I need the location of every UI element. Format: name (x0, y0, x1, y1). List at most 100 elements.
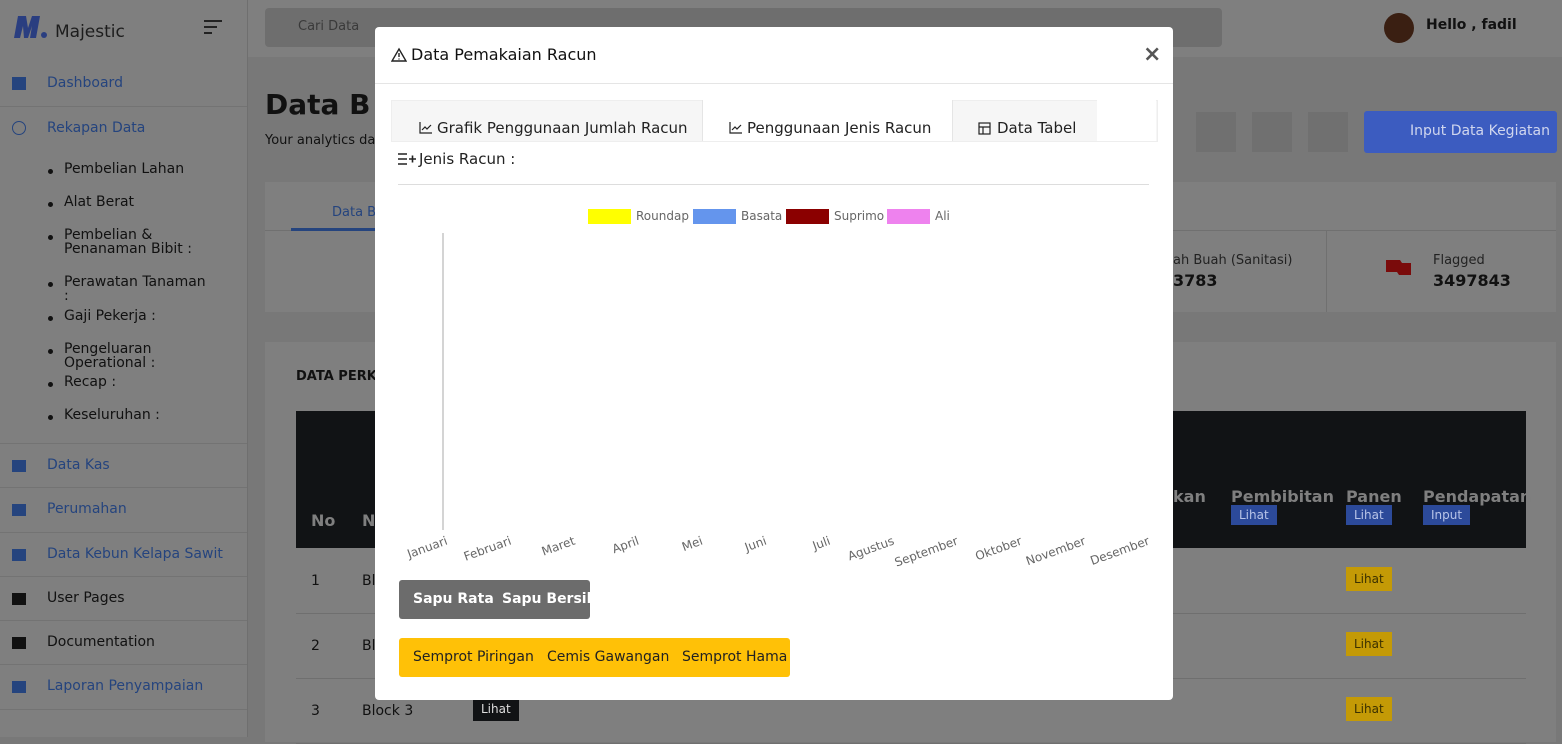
nav-icon (12, 504, 26, 516)
tab-bar-end (1097, 100, 1156, 141)
button-group (399, 580, 590, 619)
nav-item[interactable]: Data Kebun Kelapa Sawit (47, 546, 223, 562)
nav-subitem[interactable]: Pengeluaran Operational : (64, 341, 156, 371)
bullet (48, 169, 53, 174)
nav-icon (12, 549, 26, 561)
table-header-cell: Pembibitan (1231, 487, 1334, 506)
tab[interactable]: Penggunaan Jenis Racun (747, 119, 932, 137)
bullet (48, 202, 53, 207)
nav-subitem[interactable]: Keseluruhan : (64, 407, 160, 423)
panen-button[interactable]: Lihat (1346, 632, 1392, 656)
warning-icon (391, 47, 407, 62)
cell: 2 (311, 638, 320, 654)
separator (0, 106, 247, 107)
nav-subitem[interactable]: Pembelian Lahan (64, 161, 185, 177)
nav-icon (12, 637, 26, 649)
nav-subitem[interactable]: Gaji Pekerja : (64, 308, 156, 324)
modal-title: Data Pemakaian Racun (411, 45, 597, 64)
history-button[interactable] (1252, 112, 1292, 152)
active-tab (702, 100, 953, 141)
legend-label: Ali (935, 209, 950, 223)
logo (14, 16, 47, 38)
nav-item[interactable]: Dashboard (47, 75, 123, 91)
avatar[interactable] (1384, 13, 1414, 43)
header-button[interactable]: Lihat (1346, 505, 1392, 525)
x-tick-label: Desember (1088, 534, 1151, 568)
separator (0, 709, 247, 710)
legend-label: Roundap (636, 209, 689, 223)
sidebar (0, 0, 248, 737)
filter-button[interactable]: Semprot Piringan (413, 649, 534, 665)
search-placeholder: Cari Data (298, 19, 360, 34)
input-button[interactable] (1364, 111, 1557, 153)
legend-swatch (588, 209, 631, 224)
section-title: DATA PERKE (296, 369, 386, 384)
panen-button[interactable]: Lihat (1346, 697, 1392, 721)
table-header-cell: kan (1173, 487, 1206, 506)
bullet (48, 282, 53, 287)
button-group (399, 638, 790, 677)
legend-label: Suprimo (834, 209, 884, 223)
filter-button[interactable]: Sapu Rata (413, 591, 494, 607)
bullet (48, 316, 53, 321)
table-header-cell: No (311, 511, 336, 530)
legend-label: Basata (741, 209, 782, 223)
nav-subitem[interactable]: Recap : (64, 374, 117, 390)
header-button[interactable]: Input (1423, 505, 1471, 525)
nav-item[interactable]: Rekapan Data (47, 120, 146, 136)
separator (0, 487, 247, 488)
legend-swatch (887, 209, 930, 224)
table-icon (978, 122, 991, 135)
nav-item[interactable]: Perumahan (47, 501, 127, 517)
separator (0, 532, 247, 533)
bullet (48, 382, 53, 387)
modal: Data Pemakaian Racun × Grafik Penggunaan… (375, 27, 1173, 700)
user-name[interactable]: Hello , fadil (1426, 17, 1517, 33)
nav-subitem[interactable]: Perawatan Tanaman : (64, 274, 206, 304)
nav-item[interactable]: Data Kas (47, 457, 110, 473)
dark-button[interactable]: Lihat (473, 697, 519, 721)
stat-label: Flagged (1433, 253, 1485, 268)
page-title: Data B (265, 88, 371, 121)
page-subtitle: Your analytics das (265, 133, 383, 148)
legend-swatch (693, 209, 736, 224)
filter-button[interactable]: Semprot Hama (682, 649, 788, 665)
stat-value: 3497843 (1433, 271, 1511, 290)
x-tick-label: September (893, 534, 960, 570)
nav-subitem[interactable]: Pembelian & Penanaman Bibit : (64, 227, 192, 257)
nav-item[interactable]: Documentation (47, 634, 155, 650)
section-heading: Jenis Racun : (419, 150, 516, 168)
stats-tab[interactable]: Data B (332, 205, 377, 220)
menu-toggle[interactable] (203, 19, 223, 35)
download-button[interactable] (1196, 112, 1236, 152)
cell: Bl (362, 638, 376, 654)
nav-item[interactable]: User Pages (47, 590, 125, 606)
cell: 3 (311, 703, 320, 719)
x-tick-label: Oktober (973, 534, 1023, 564)
separator (0, 620, 247, 621)
x-tick-label: Juni (742, 534, 768, 555)
flag-icon (1386, 259, 1411, 285)
nav-icon (12, 77, 26, 90)
nav-item[interactable]: Laporan Penyampaian (47, 678, 204, 694)
nav-icon (12, 593, 26, 605)
x-tick-label: Agustus (846, 534, 896, 564)
tab[interactable]: Grafik Penggunaan Jumlah Racun (437, 119, 688, 137)
filter-button[interactable]: Cemis Gawangan (547, 649, 670, 665)
divider (1326, 231, 1327, 312)
x-tick-label: Januari (404, 534, 449, 562)
tab[interactable]: Data Tabel (997, 119, 1077, 137)
bullet (48, 235, 53, 240)
header-button[interactable]: Lihat (1231, 505, 1277, 525)
nav-subitem[interactable]: Alat Berat (64, 194, 135, 210)
panen-button[interactable]: Lihat (1346, 567, 1392, 591)
stat-value: 3783 (1173, 271, 1218, 290)
filter-button[interactable]: Sapu Bersih (502, 591, 597, 607)
stat-label: ah Buah (Sanitasi) (1173, 253, 1293, 268)
divider (375, 83, 1173, 84)
separator (0, 664, 247, 665)
close-button[interactable]: × (1143, 42, 1162, 67)
add-button[interactable] (1308, 112, 1348, 152)
tab-indicator (291, 228, 381, 231)
